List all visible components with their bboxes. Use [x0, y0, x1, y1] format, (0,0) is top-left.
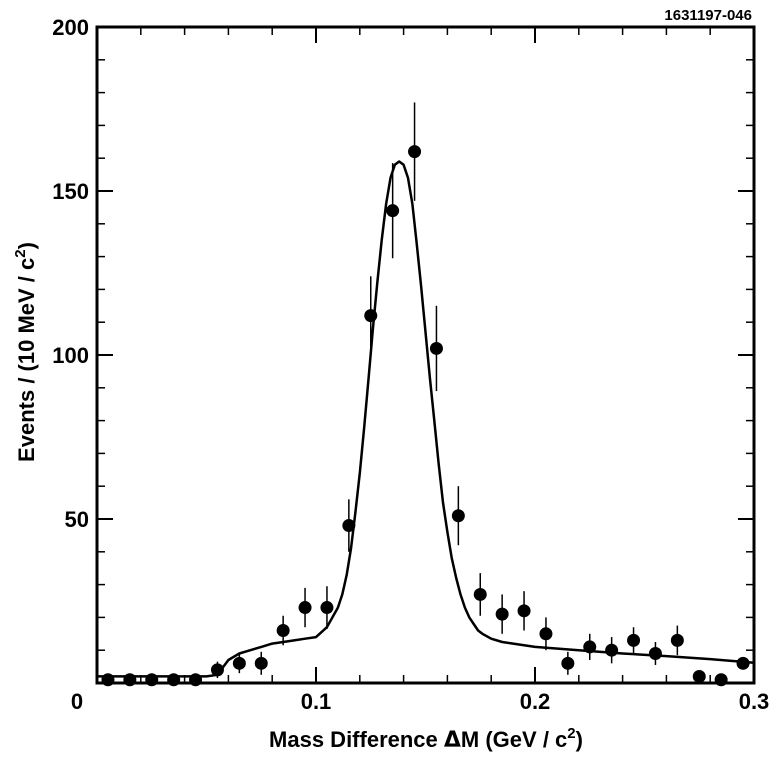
- x-axis-title-exp: 2: [567, 725, 575, 742]
- data-point: [605, 643, 619, 657]
- point-layer: [101, 145, 750, 687]
- x-axis-title-symbol: Δ: [444, 728, 461, 753]
- x-tick-label: 0.2: [520, 689, 551, 714]
- data-point: [364, 309, 378, 323]
- data-point: [232, 656, 246, 670]
- x-tick-label: 0.3: [739, 689, 770, 714]
- error-bar-layer: [216, 102, 679, 679]
- y-tick-label: 100: [52, 343, 89, 368]
- data-point: [386, 204, 400, 218]
- data-point: [473, 587, 487, 601]
- data-point: [210, 663, 224, 677]
- data-point: [429, 341, 443, 355]
- y-tick-label: 150: [52, 179, 89, 204]
- data-point: [342, 519, 356, 533]
- tick-layer: [96, 26, 755, 684]
- fit-layer: [97, 160, 755, 678]
- y-axis-title-main: Events / (10 MeV / c: [14, 258, 39, 462]
- plot-frame: [95, 25, 756, 685]
- fit-curve: [97, 160, 755, 678]
- data-point: [320, 601, 334, 615]
- x-axis-title-var: M (GeV / c: [461, 727, 567, 752]
- y-tick-label: 200: [52, 15, 89, 40]
- data-point: [254, 656, 268, 670]
- data-point: [517, 604, 531, 618]
- y-axis-title: Events / (10 MeV / c2): [12, 242, 39, 462]
- data-point: [298, 601, 312, 615]
- data-point: [692, 669, 706, 683]
- data-point: [736, 656, 750, 670]
- data-point: [495, 607, 509, 621]
- data-point: [583, 640, 597, 654]
- data-point: [276, 624, 290, 638]
- origin-tick-label: 0: [71, 689, 83, 714]
- x-axis-title-main: Mass Difference: [269, 727, 444, 752]
- x-axis-title-end: ): [576, 727, 583, 752]
- y-axis-title-exp: 2: [12, 249, 29, 257]
- data-point: [408, 145, 422, 159]
- data-point: [451, 509, 465, 523]
- data-point: [627, 633, 641, 647]
- data-point: [670, 633, 684, 647]
- x-axis-title: Mass Difference ΔM (GeV / c2): [269, 725, 583, 753]
- data-point: [539, 627, 553, 641]
- x-tick-label: 0.1: [301, 689, 332, 714]
- y-axis-title-end: ): [14, 242, 39, 249]
- data-point: [561, 656, 575, 670]
- y-tick-label: 50: [65, 507, 89, 532]
- plot-id-label: 1631197-046: [664, 7, 752, 24]
- data-point: [648, 646, 662, 660]
